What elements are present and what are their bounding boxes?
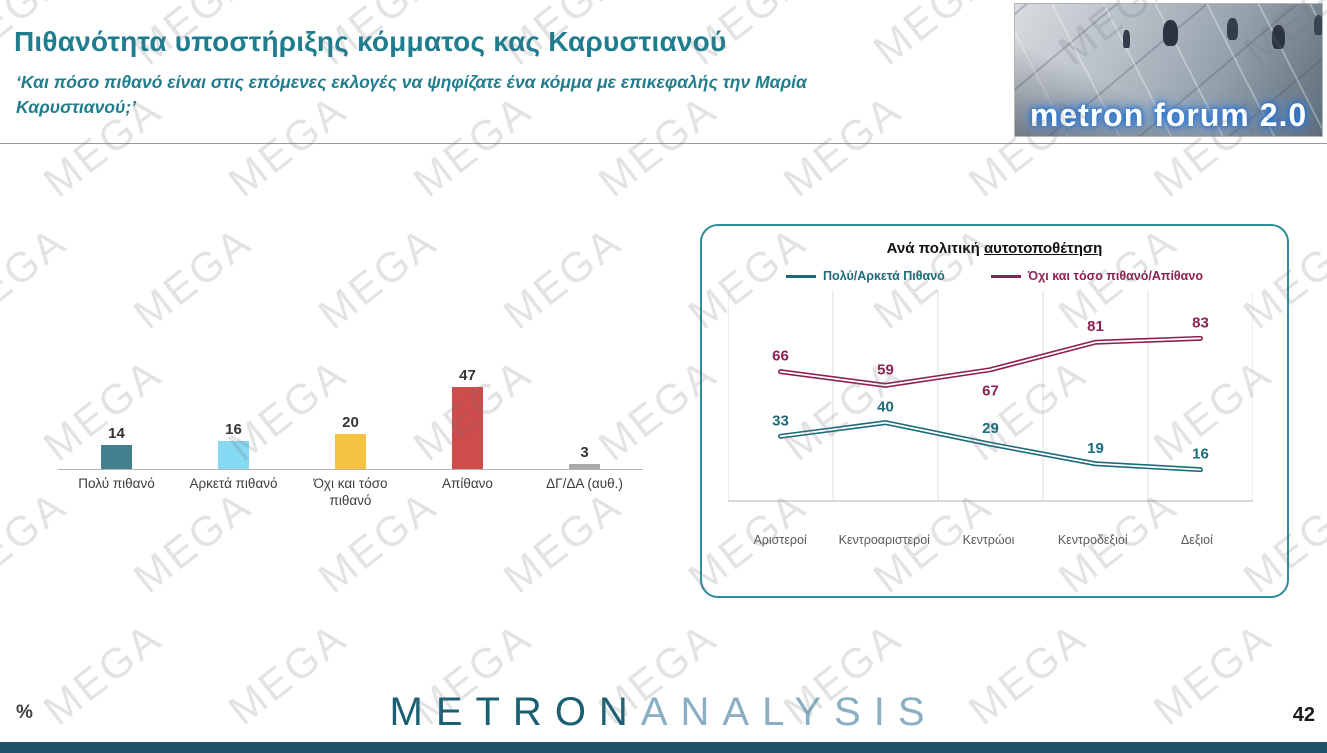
line-chart-title-underlined: αυτοτοποθέτηση bbox=[983, 240, 1103, 257]
mega-watermark: MEGA bbox=[494, 217, 631, 338]
bar-column: 14 bbox=[58, 424, 175, 469]
bar-chart-plot: 14 16 20 47 3 bbox=[58, 358, 643, 470]
legend-line-swatch bbox=[990, 274, 1021, 278]
bar bbox=[218, 441, 249, 469]
bar-column: 47 bbox=[409, 367, 526, 469]
legend-item: Πολύ/Αρκετά Πιθανό bbox=[786, 269, 945, 283]
bar-value-label: 47 bbox=[459, 366, 476, 384]
bar bbox=[335, 434, 366, 469]
metron-forum-logo: metron forum 2.0 bbox=[1014, 3, 1323, 137]
bar-column: 3 bbox=[526, 444, 643, 469]
line-chart-title-prefix: Ανά πολιτική bbox=[886, 240, 984, 257]
bar bbox=[452, 386, 483, 469]
people-silhouettes bbox=[1163, 20, 1178, 46]
page-title: Πιθανότητα υποστήριξης κόμματος κας Καρυ… bbox=[14, 26, 727, 57]
bar-category-label: ΔΓ/ΔΑ (αυθ.) bbox=[546, 476, 623, 491]
bar-value-label: 16 bbox=[225, 421, 242, 438]
mega-watermark: MEGA bbox=[309, 217, 446, 338]
page-number: 42 bbox=[1292, 704, 1315, 726]
line-category-label: Δεξιοί bbox=[1180, 533, 1213, 547]
point-value-label: 40 bbox=[877, 399, 894, 416]
line-category-label: Κεντροδεξιοί bbox=[1057, 533, 1128, 547]
series-line-highlight bbox=[779, 421, 1202, 471]
point-value-label: 67 bbox=[982, 383, 999, 400]
mega-watermark: MEGA bbox=[124, 217, 261, 338]
line-chart-title: Ανά πολιτική αυτοτοποθέτηση bbox=[702, 240, 1287, 257]
header-divider bbox=[0, 143, 1327, 144]
line-chart-plot: 33 40 29 19 16 66 59 67 81 83 bbox=[728, 291, 1253, 527]
point-value-label: 81 bbox=[1087, 318, 1104, 335]
line-chart-legend: Πολύ/Αρκετά Πιθανό Όχι και τόσο πιθανό/Απ… bbox=[702, 269, 1287, 283]
brand-metron: METRON bbox=[389, 690, 641, 734]
bar-column: 20 bbox=[292, 414, 409, 469]
legend-item: Όχι και τόσο πιθανό/Απίθανο bbox=[990, 269, 1203, 283]
percent-label: % bbox=[16, 702, 33, 723]
bar bbox=[569, 463, 600, 469]
bar-chart-categories: Πολύ πιθανό Αρκετά πιθανό Όχι και τόσο πιθ… bbox=[58, 470, 643, 510]
point-value-label: 29 bbox=[982, 420, 999, 437]
line-category-label: Κεντρώοι bbox=[962, 533, 1015, 547]
metron-analysis-logo: METRONANALYSIS bbox=[389, 690, 937, 735]
point-value-label: 59 bbox=[877, 361, 894, 378]
point-value-label: 66 bbox=[772, 348, 789, 365]
page-subtitle: ‘Και πόσο πιθανό είναι στις επόμενες εκλ… bbox=[16, 72, 807, 118]
point-value-label: 19 bbox=[1087, 440, 1104, 457]
bar-category-label: Αρκετά πιθανό bbox=[189, 476, 278, 491]
bar bbox=[101, 444, 132, 469]
mega-watermark: MEGA bbox=[959, 613, 1096, 734]
point-value-label: 16 bbox=[1192, 446, 1209, 463]
bar-category-label: Όχι και τόσο πιθανό bbox=[313, 476, 388, 508]
legend-line-swatch bbox=[786, 274, 817, 278]
line-chart-panel: Ανά πολιτική αυτοτοποθέτηση Πολύ/Αρκετά … bbox=[700, 224, 1289, 598]
bar-chart: 14 16 20 47 3 Πολύ πιθανό Αρκετά πιθανό Όχι κα… bbox=[58, 358, 643, 510]
bottom-bar bbox=[0, 742, 1327, 753]
mega-watermark: MEGA bbox=[864, 0, 1001, 74]
mega-watermark: MEGA bbox=[1144, 613, 1281, 734]
point-value-label: 83 bbox=[1192, 314, 1209, 331]
line-category-label: Κεντροαριστεροί bbox=[838, 533, 930, 547]
bar-category-label: Απίθανο bbox=[442, 476, 493, 491]
series-line-highlight bbox=[779, 337, 1202, 387]
point-value-label: 33 bbox=[772, 412, 789, 429]
bar-value-label: 20 bbox=[342, 414, 359, 431]
metron-forum-logo-text: metron forum 2.0 bbox=[1029, 97, 1308, 133]
mega-watermark: MEGA bbox=[0, 217, 76, 338]
line-category-label: Αριστεροί bbox=[753, 533, 807, 547]
series-line bbox=[778, 335, 1203, 388]
bar-value-label: 3 bbox=[580, 443, 589, 461]
line-chart-svg: 33 40 29 19 16 66 59 67 81 83 bbox=[728, 291, 1253, 502]
mega-watermark: MEGA bbox=[219, 613, 356, 734]
bar-value-label: 14 bbox=[108, 424, 125, 442]
legend-label: Όχι και τόσο πιθανό/Απίθανο bbox=[1027, 269, 1203, 283]
legend-label: Πολύ/Αρκετά Πιθανό bbox=[823, 269, 945, 283]
bar-category-label: Πολύ πιθανό bbox=[78, 476, 155, 491]
bar-column: 16 bbox=[175, 421, 292, 469]
mega-watermark: MEGA bbox=[34, 613, 171, 734]
brand-analysis: ANALYSIS bbox=[640, 690, 938, 734]
line-chart-category-row: Αριστεροί Κεντροαριστεροί Κεντρώοι Κεντροδε… bbox=[728, 533, 1249, 547]
